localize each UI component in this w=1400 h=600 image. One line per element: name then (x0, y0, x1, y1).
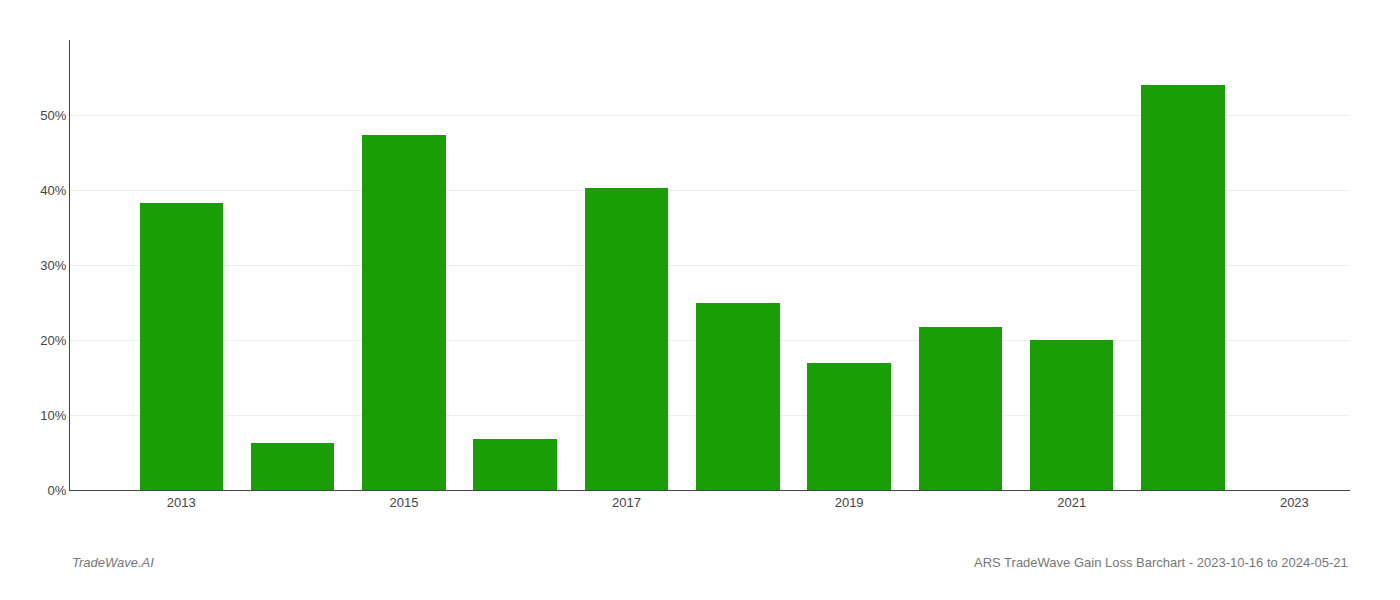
svg-text:2017: 2017 (612, 495, 641, 510)
svg-text:10%: 10% (40, 408, 66, 423)
svg-text:2015: 2015 (389, 495, 418, 510)
svg-text:30%: 30% (40, 258, 66, 273)
svg-text:20%: 20% (40, 333, 66, 348)
svg-text:0%: 0% (48, 483, 67, 498)
svg-text:2019: 2019 (835, 495, 864, 510)
svg-text:2023: 2023 (1280, 495, 1309, 510)
svg-text:40%: 40% (40, 183, 66, 198)
svg-text:50%: 50% (40, 108, 66, 123)
svg-text:2013: 2013 (167, 495, 196, 510)
svg-text:2021: 2021 (1057, 495, 1086, 510)
svg-text:ARS TradeWave Gain Loss Barcha: ARS TradeWave Gain Loss Barchart - 2023-… (974, 555, 1348, 570)
svg-text:TradeWave.AI: TradeWave.AI (72, 555, 154, 570)
